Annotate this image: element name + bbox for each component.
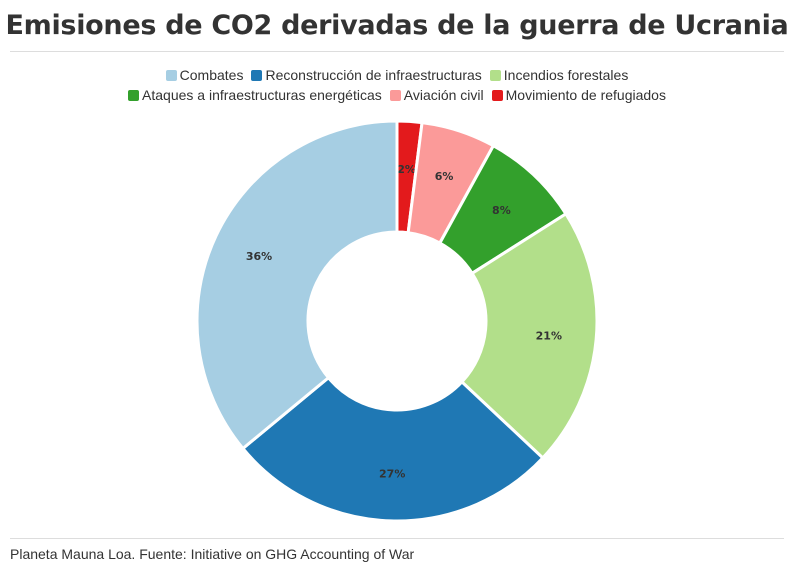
- data-label-aviacion: 6%: [435, 170, 454, 183]
- data-label-combates: 36%: [246, 250, 272, 263]
- legend-item-refugiados[interactable]: Movimiento de refugiados: [491, 86, 666, 104]
- legend-row: Combates Reconstrucción de infraestructu…: [165, 66, 629, 84]
- legend-label: Ataques a infraestructuras energéticas: [142, 87, 382, 103]
- legend-row: Ataques a infraestructuras energéticas A…: [128, 86, 666, 104]
- slice-combates[interactable]: [195, 119, 399, 450]
- legend-item-aviacion[interactable]: Aviación civil: [389, 86, 484, 104]
- legend-item-combates[interactable]: Combates: [165, 66, 244, 84]
- data-label-incendios: 21%: [536, 329, 562, 342]
- legend-swatch: [491, 89, 503, 101]
- legend-swatch: [251, 69, 263, 81]
- legend-label: Incendios forestales: [503, 67, 629, 83]
- title-divider: [10, 51, 784, 52]
- legend-swatch: [165, 69, 177, 81]
- legend-swatch: [128, 89, 140, 101]
- source-credit: Planeta Mauna Loa. Fuente: Initiative on…: [10, 546, 415, 562]
- legend-label: Combates: [179, 67, 244, 83]
- slice-incendios[interactable]: [460, 212, 599, 460]
- footer-divider: [10, 538, 784, 539]
- legend-label: Movimiento de refugiados: [505, 87, 666, 103]
- legend-swatch: [489, 69, 501, 81]
- legend-item-incendios[interactable]: Incendios forestales: [489, 66, 629, 84]
- legend-label: Aviación civil: [403, 87, 484, 103]
- slice-reconstruccion[interactable]: [241, 376, 545, 523]
- data-label-reconstruccion: 27%: [379, 467, 405, 480]
- data-label-ataques: 8%: [492, 204, 511, 217]
- chart-title: Emisiones de CO2 derivadas de la guerra …: [5, 10, 789, 41]
- legend-label: Reconstrucción de infraestructuras: [265, 67, 482, 83]
- chart-legend: Combates Reconstrucción de infraestructu…: [0, 66, 794, 104]
- data-label-refugiados: 2%: [397, 163, 416, 176]
- legend-swatch: [389, 89, 401, 101]
- legend-item-reconstruccion[interactable]: Reconstrucción de infraestructuras: [251, 66, 482, 84]
- legend-item-ataques[interactable]: Ataques a infraestructuras energéticas: [128, 86, 382, 104]
